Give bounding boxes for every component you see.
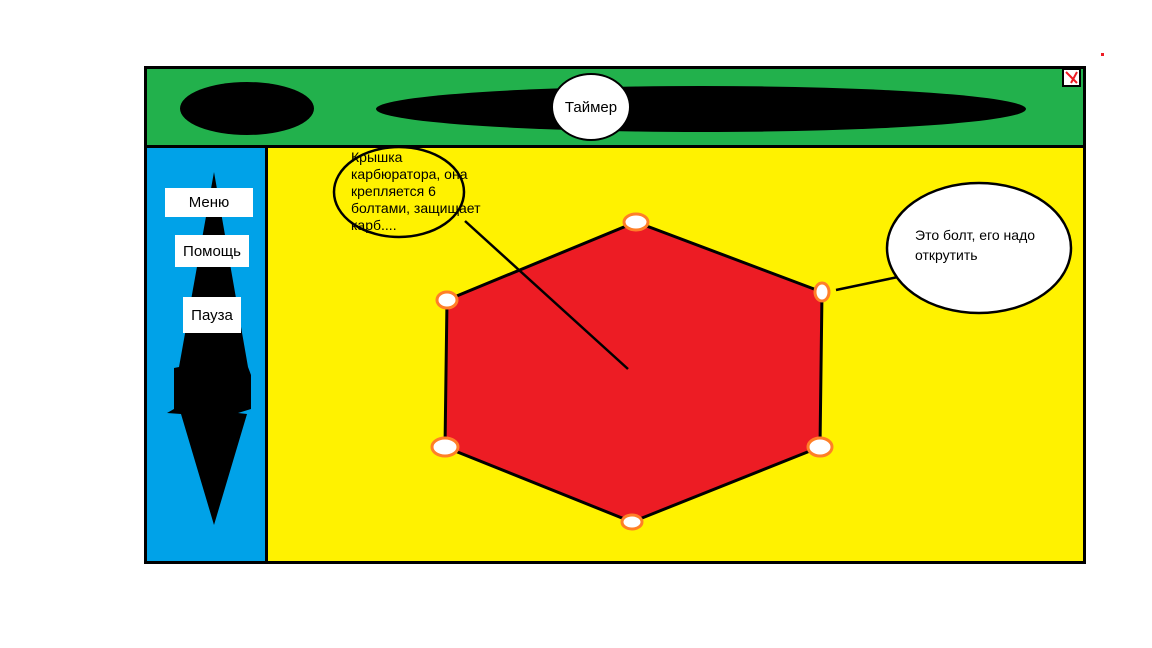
timer-bubble[interactable]: Таймер xyxy=(551,73,631,141)
bolt-top-right[interactable] xyxy=(813,281,831,303)
timer-label: Таймер xyxy=(564,98,618,116)
bolt-bottom-left[interactable] xyxy=(430,436,460,458)
bolt-bottom-right[interactable] xyxy=(806,436,834,458)
bolt-top-left[interactable] xyxy=(435,290,459,310)
close-button[interactable] xyxy=(1062,68,1081,87)
pause-button-label: Пауза xyxy=(191,306,233,324)
sidebar: Меню Помощь Пауза xyxy=(147,148,268,561)
bolt-top[interactable] xyxy=(622,212,650,232)
menu-button[interactable]: Меню xyxy=(165,188,253,217)
logo-placeholder xyxy=(180,82,314,135)
stray-dot xyxy=(1101,53,1104,56)
timer-bar xyxy=(376,86,1026,132)
menu-button-label: Меню xyxy=(188,194,230,211)
game-window: Таймер Меню Помощь Пауза xyxy=(144,66,1086,564)
help-button[interactable]: Помощь xyxy=(175,235,249,267)
pause-button[interactable]: Пауза xyxy=(183,297,241,333)
carburetor-hint-text: Крышка карбюратора, она крепляется 6 бол… xyxy=(351,149,481,233)
double-arrow-icon xyxy=(167,172,251,525)
header-bar: Таймер xyxy=(147,68,1083,148)
bolt-bottom[interactable] xyxy=(620,513,644,531)
close-icon xyxy=(1065,71,1078,84)
bolt-hint-text: Это болт, его надо открутить xyxy=(915,227,1036,263)
help-button-label: Помощь xyxy=(183,242,241,260)
